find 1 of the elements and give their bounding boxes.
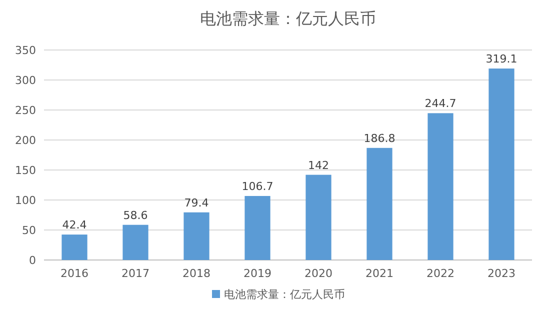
title: 电池需求量：亿元人民币 <box>200 9 376 28</box>
